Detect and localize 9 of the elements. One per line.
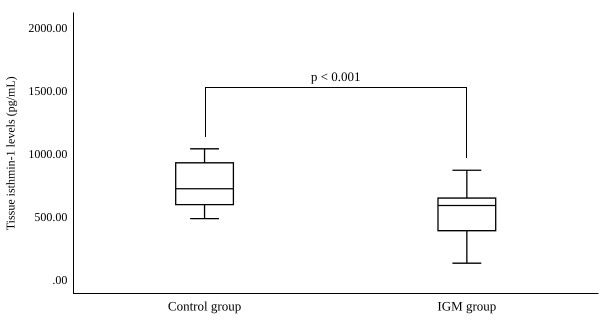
y-tick-label: .00 (52, 272, 68, 287)
y-tick-label: 500.00 (34, 210, 68, 224)
annotation: p < 0.001 (310, 68, 360, 84)
y-tick-label: 1000.00 (28, 147, 68, 162)
x-tick-label: Control group (168, 298, 242, 314)
y-tick-label: 1500.00 (28, 84, 68, 98)
y-axis-title: Tissue isthmin-1 levels (pg/mL) (3, 76, 18, 230)
x-tick-label: IGM group (437, 298, 496, 314)
y-tick-label: 2000.00 (28, 21, 68, 36)
